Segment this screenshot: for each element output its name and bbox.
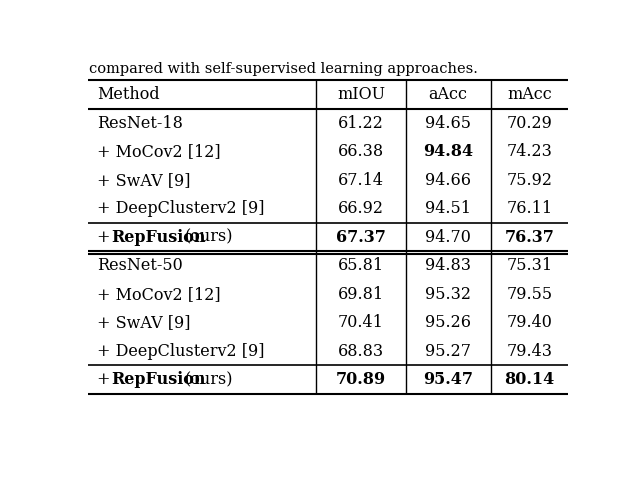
Text: + SwAV [9]: + SwAV [9] <box>97 172 191 189</box>
Text: 79.40: 79.40 <box>507 314 552 331</box>
Text: + DeepClusterv2 [9]: + DeepClusterv2 [9] <box>97 343 264 359</box>
Text: 94.66: 94.66 <box>425 172 471 189</box>
Text: 69.81: 69.81 <box>338 286 384 303</box>
Text: 79.55: 79.55 <box>506 286 552 303</box>
Text: 79.43: 79.43 <box>506 343 552 359</box>
Text: 67.37: 67.37 <box>336 228 386 246</box>
Text: 76.37: 76.37 <box>504 228 554 246</box>
Text: 66.38: 66.38 <box>338 143 384 160</box>
Text: (ours): (ours) <box>185 228 233 246</box>
Text: 70.89: 70.89 <box>336 371 386 388</box>
Text: 94.51: 94.51 <box>425 200 471 217</box>
Text: + DeepClusterv2 [9]: + DeepClusterv2 [9] <box>97 200 264 217</box>
Text: 94.70: 94.70 <box>425 228 471 246</box>
Text: 70.41: 70.41 <box>338 314 384 331</box>
Text: 76.11: 76.11 <box>506 200 552 217</box>
Text: 75.92: 75.92 <box>506 172 552 189</box>
Text: 65.81: 65.81 <box>338 257 384 274</box>
Text: 94.83: 94.83 <box>425 257 471 274</box>
Text: +: + <box>97 371 116 388</box>
Text: RepFusion: RepFusion <box>111 228 206 246</box>
Text: 67.14: 67.14 <box>338 172 384 189</box>
Text: 95.32: 95.32 <box>425 286 471 303</box>
Text: ResNet-50: ResNet-50 <box>97 257 183 274</box>
Text: mIOU: mIOU <box>337 86 385 103</box>
Text: 95.26: 95.26 <box>425 314 471 331</box>
Text: aAcc: aAcc <box>429 86 468 103</box>
Text: 61.22: 61.22 <box>338 115 384 132</box>
Text: 95.47: 95.47 <box>423 371 473 388</box>
Text: 74.23: 74.23 <box>507 143 552 160</box>
Text: + MoCov2 [12]: + MoCov2 [12] <box>97 286 221 303</box>
Text: Method: Method <box>97 86 159 103</box>
Text: mAcc: mAcc <box>507 86 552 103</box>
Text: 75.31: 75.31 <box>506 257 552 274</box>
Text: (ours): (ours) <box>185 371 233 388</box>
Text: 68.83: 68.83 <box>338 343 384 359</box>
Text: 95.27: 95.27 <box>425 343 471 359</box>
Text: RepFusion: RepFusion <box>111 371 206 388</box>
Text: 66.92: 66.92 <box>338 200 384 217</box>
Text: 94.84: 94.84 <box>423 143 473 160</box>
Text: + SwAV [9]: + SwAV [9] <box>97 314 191 331</box>
Text: + MoCov2 [12]: + MoCov2 [12] <box>97 143 221 160</box>
Text: 70.29: 70.29 <box>507 115 552 132</box>
Text: 94.65: 94.65 <box>425 115 471 132</box>
Text: 80.14: 80.14 <box>504 371 555 388</box>
Text: +: + <box>97 228 116 246</box>
Text: ResNet-18: ResNet-18 <box>97 115 183 132</box>
Text: compared with self-supervised learning approaches.: compared with self-supervised learning a… <box>90 62 478 76</box>
